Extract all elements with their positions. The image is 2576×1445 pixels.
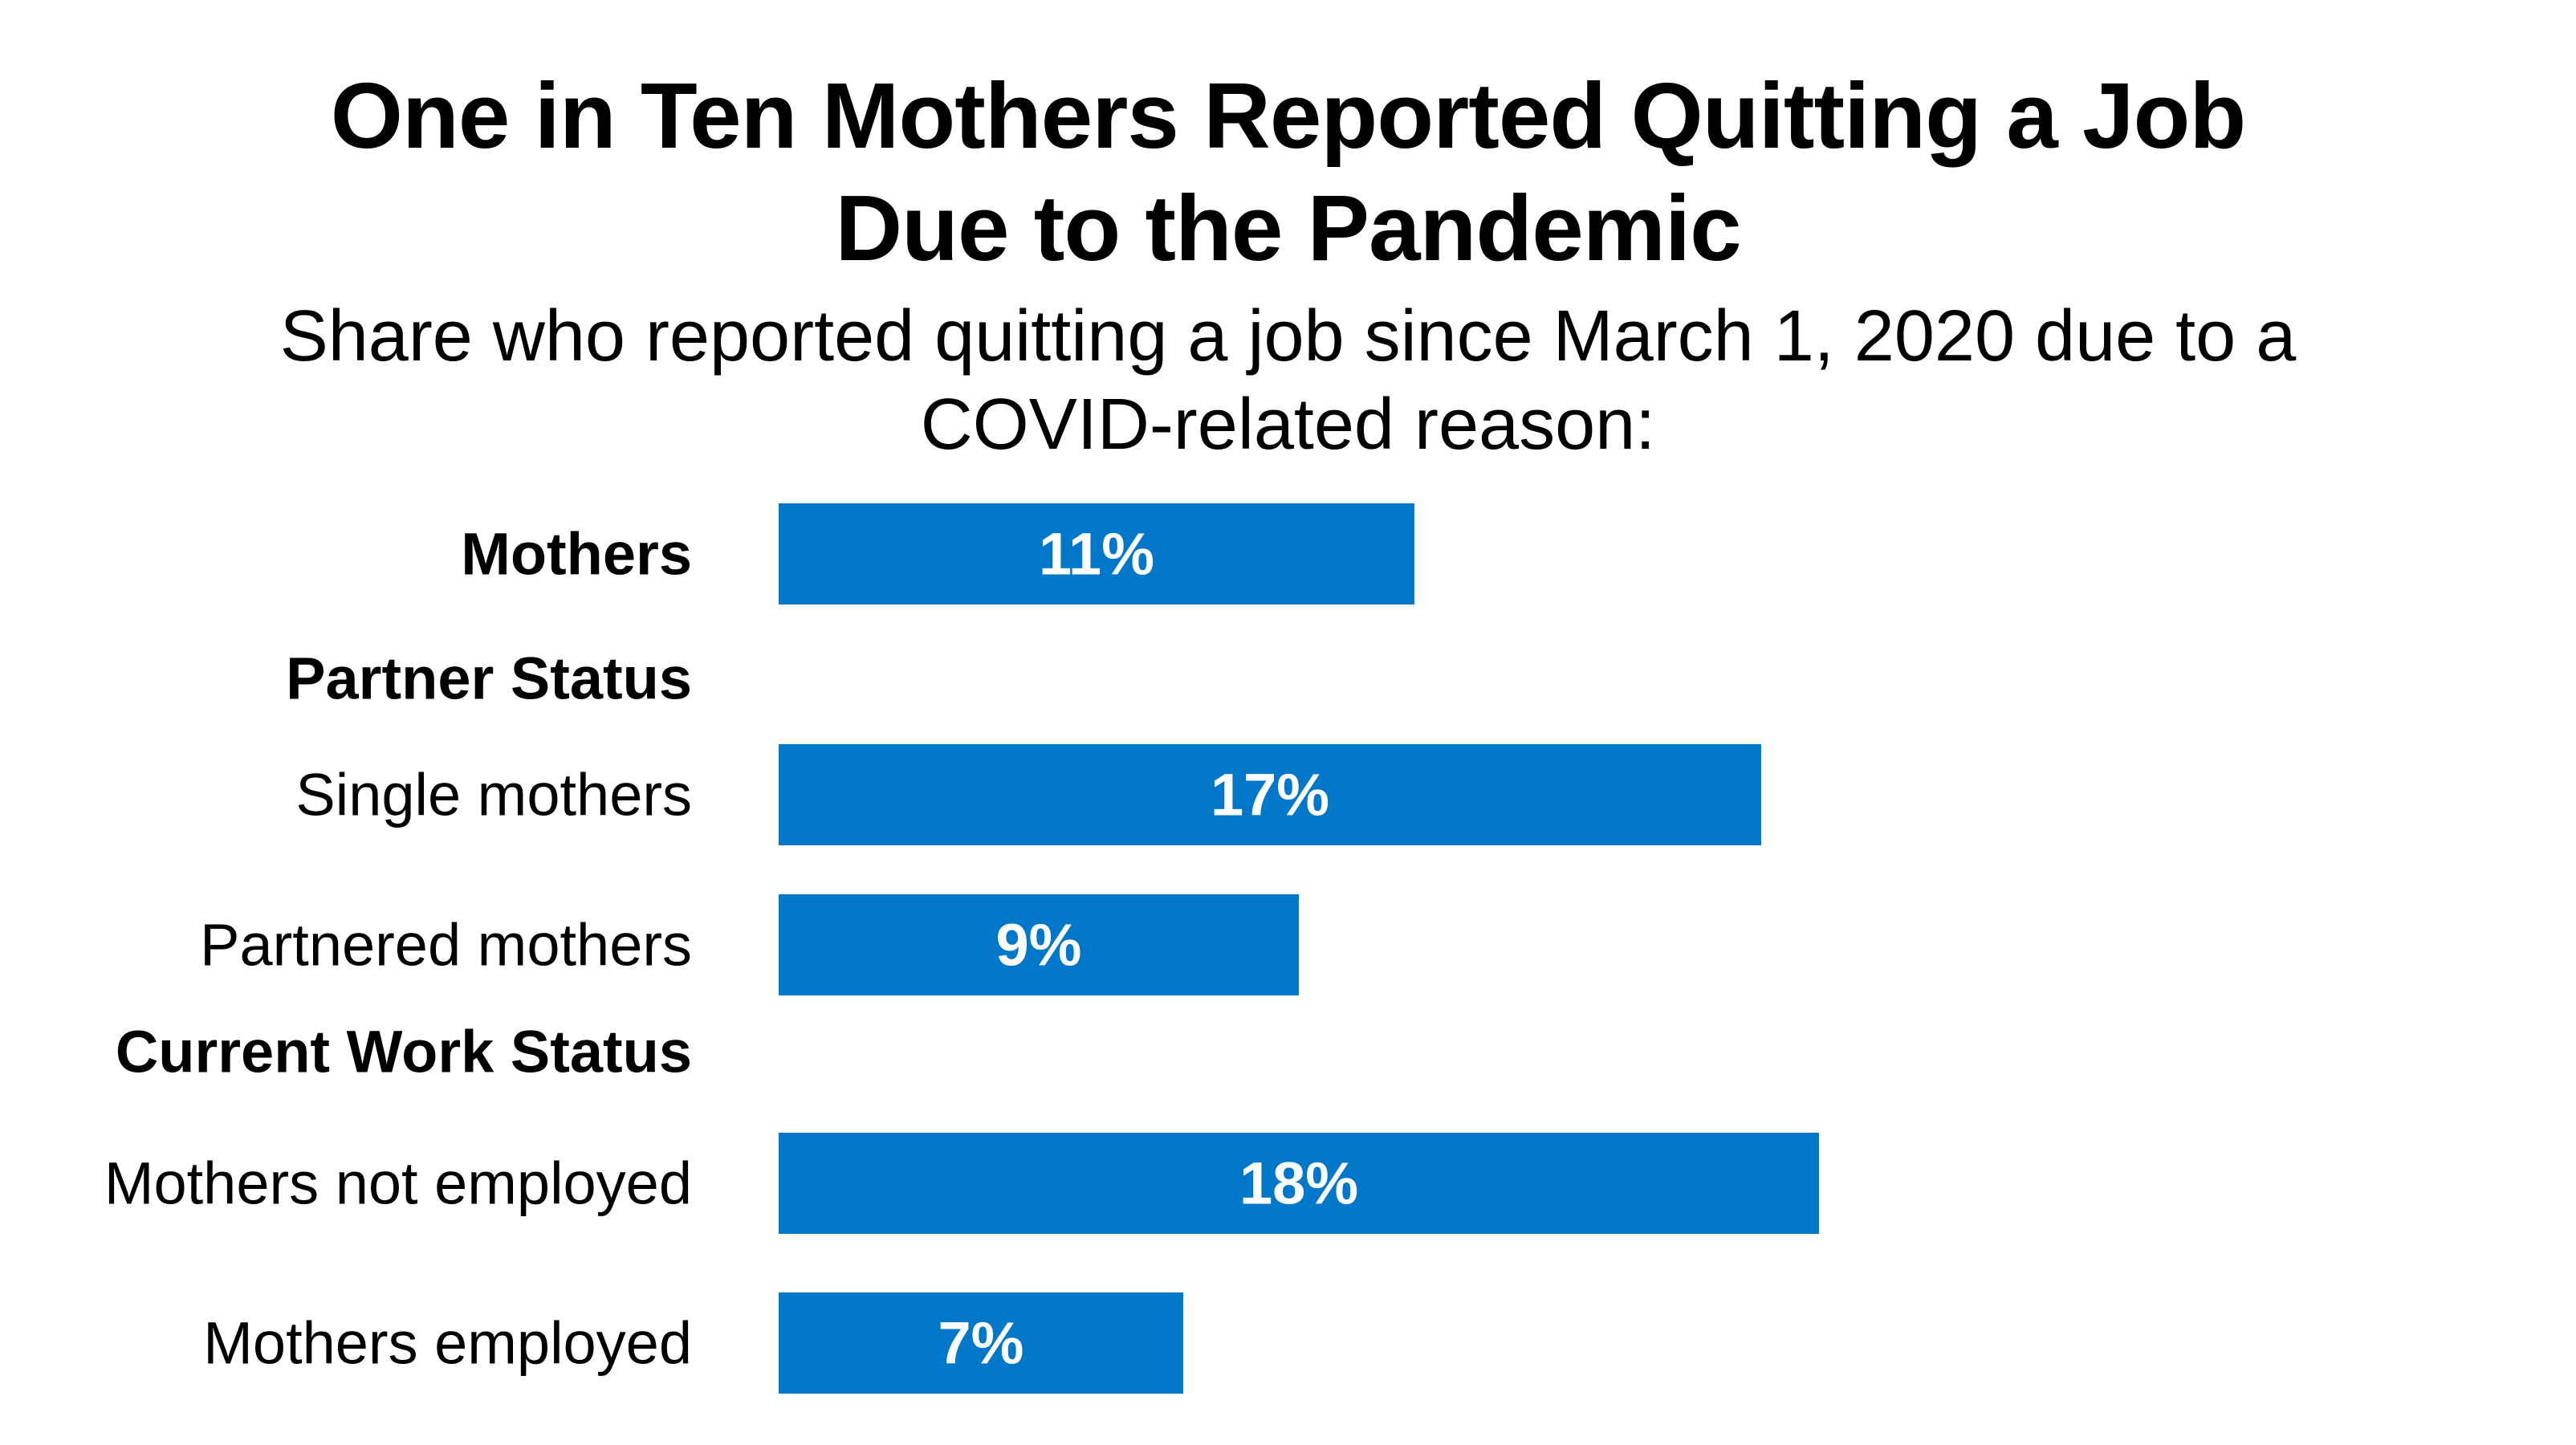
bar-row: Partnered mothers 9% [200, 894, 1299, 995]
category-label: Single mothers [295, 762, 692, 828]
data-label: 17% [1211, 762, 1329, 828]
bar [779, 1133, 1819, 1234]
category-label: Mothers [461, 521, 692, 588]
data-label: 18% [1239, 1150, 1358, 1217]
chart-title-line-1: One in Ten Mothers Reported Quitting a J… [330, 63, 2246, 168]
bar [779, 1292, 1183, 1394]
data-label: 9% [996, 912, 1082, 979]
category-label: Mothers employed [203, 1310, 692, 1377]
data-label: 7% [938, 1310, 1024, 1377]
category-label: Mothers not employed [104, 1150, 692, 1217]
bar-row: Mothers employed 7% [203, 1292, 1183, 1394]
bar-row: Single mothers 17% [295, 744, 1761, 845]
category-label: Partner Status [286, 645, 692, 712]
category-label: Current Work Status [116, 1019, 692, 1085]
group-heading: Current Work Status [116, 1019, 692, 1085]
chart-subtitle-line-2: COVID-related reason: [920, 385, 1656, 465]
group-heading: Mothers 11% [461, 503, 1414, 604]
bar [779, 503, 1414, 604]
bar-row: Mothers not employed 18% [104, 1133, 1819, 1234]
category-label: Partnered mothers [200, 912, 692, 979]
bar [779, 744, 1761, 845]
group-heading: Partner Status [286, 645, 692, 712]
chart-subtitle-line-1: Share who reported quitting a job since … [279, 296, 2297, 377]
bar [779, 894, 1299, 995]
data-label: 11% [1039, 521, 1154, 588]
chart-title-line-2: Due to the Pandemic [835, 176, 1741, 280]
